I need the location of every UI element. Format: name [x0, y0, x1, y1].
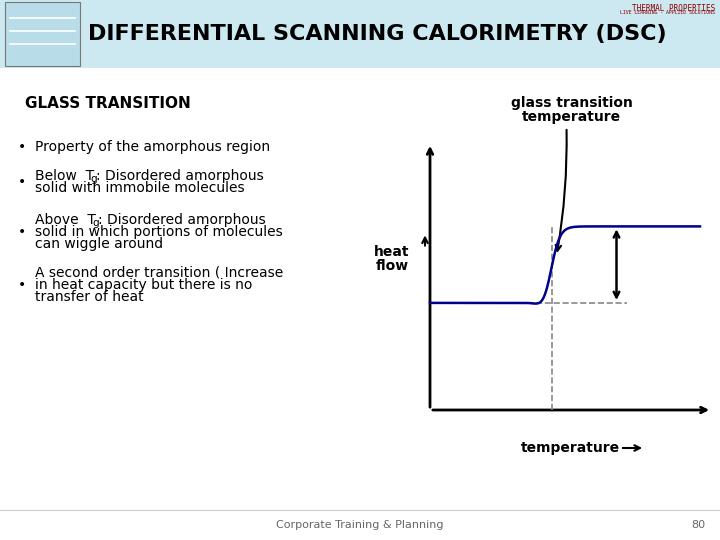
Text: g: g	[90, 174, 96, 184]
Text: : Disordered amorphous: : Disordered amorphous	[96, 169, 264, 183]
Text: •: •	[18, 278, 26, 292]
Bar	[5, 2, 80, 66]
Text: THERMAL PROPERTIES: THERMAL PROPERTIES	[631, 4, 715, 13]
Text: temperature: temperature	[521, 441, 620, 455]
Text: Corporate Training & Planning: Corporate Training & Planning	[276, 520, 444, 530]
Text: Above  T: Above T	[35, 213, 96, 227]
Text: Property of the amorphous region: Property of the amorphous region	[35, 140, 270, 154]
Text: glass transition: glass transition	[510, 96, 632, 110]
Text: heat: heat	[374, 246, 410, 260]
Text: transfer of heat: transfer of heat	[35, 290, 143, 304]
Text: temperature: temperature	[522, 110, 621, 124]
Text: 80: 80	[691, 520, 705, 530]
Text: A second order transition ( Increase: A second order transition ( Increase	[35, 266, 283, 280]
Text: Below  T: Below T	[35, 169, 94, 183]
Text: g: g	[92, 218, 99, 228]
Text: : Disordered amorphous: : Disordered amorphous	[98, 213, 266, 227]
Text: solid with immobile molecules: solid with immobile molecules	[35, 181, 245, 195]
Text: solid in which portions of molecules: solid in which portions of molecules	[35, 225, 283, 239]
Bar	[0, 0, 720, 68]
Text: LIVE LEARNING - APPLIED SOLUTIONS: LIVE LEARNING - APPLIED SOLUTIONS	[620, 10, 715, 15]
Text: •: •	[18, 225, 26, 239]
Text: in heat capacity but there is no: in heat capacity but there is no	[35, 278, 253, 292]
Text: •: •	[18, 140, 26, 154]
Text: GLASS TRANSITION: GLASS TRANSITION	[25, 96, 191, 111]
Text: can wiggle around: can wiggle around	[35, 237, 163, 251]
Text: DIFFERENTIAL SCANNING CALORIMETRY (DSC): DIFFERENTIAL SCANNING CALORIMETRY (DSC)	[88, 24, 667, 44]
Text: •: •	[18, 175, 26, 189]
Text: flow: flow	[375, 260, 408, 273]
